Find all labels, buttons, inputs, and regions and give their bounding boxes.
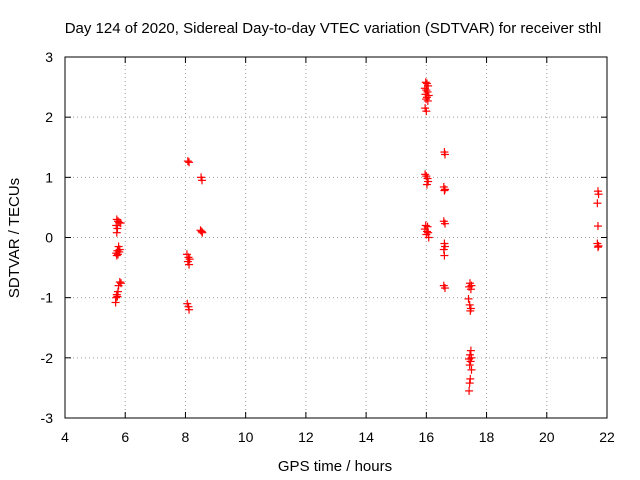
data-point	[593, 222, 602, 231]
x-tick-label: 6	[121, 429, 129, 445]
data-point	[466, 285, 475, 294]
data-point	[185, 158, 194, 167]
data-point	[422, 95, 431, 104]
data-point	[184, 253, 193, 262]
data-point	[183, 157, 192, 166]
data-point	[594, 190, 603, 199]
data-point	[421, 221, 430, 230]
data-point	[465, 379, 474, 388]
data-point	[198, 228, 207, 237]
data-point	[421, 170, 430, 179]
data-point	[422, 107, 431, 116]
x-tick-label: 4	[61, 429, 69, 445]
data-point	[423, 96, 432, 105]
y-tick-label: -3	[41, 410, 54, 426]
data-point	[112, 228, 121, 237]
x-tick-label: 16	[419, 429, 435, 445]
data-point	[465, 300, 474, 309]
data-point	[440, 186, 449, 195]
data-point	[116, 219, 125, 228]
data-point	[115, 278, 124, 287]
data-point	[465, 386, 474, 395]
chart-title: Day 124 of 2020, Sidereal Day-to-day VTE…	[65, 20, 602, 37]
data-point	[114, 281, 123, 290]
data-point	[422, 93, 431, 102]
data-point	[465, 361, 474, 370]
y-tick-label: -2	[41, 350, 54, 366]
data-point	[441, 219, 450, 228]
data-point	[111, 298, 120, 307]
data-point	[593, 199, 602, 208]
x-axis-title: GPS time / hours	[278, 458, 392, 475]
data-point	[198, 176, 207, 185]
y-tick-label: 2	[45, 109, 53, 125]
data-point	[467, 365, 476, 374]
data-point	[422, 86, 431, 95]
data-point	[466, 374, 475, 383]
x-tick-label: 12	[298, 429, 314, 445]
data-point	[113, 292, 122, 301]
data-point	[440, 251, 449, 260]
data-point	[466, 306, 475, 315]
data-point	[113, 224, 122, 233]
data-point	[185, 305, 194, 314]
x-tick-label: 20	[539, 429, 555, 445]
data-point	[466, 346, 475, 355]
x-tick-label: 10	[238, 429, 254, 445]
y-tick-label: 0	[45, 230, 53, 246]
x-tick-label: 18	[479, 429, 495, 445]
data-point	[441, 185, 450, 194]
data-point	[185, 260, 194, 269]
data-point	[466, 357, 475, 366]
data-point	[197, 227, 206, 236]
data-point	[424, 228, 433, 237]
data-point	[464, 294, 473, 303]
y-axis-title: SDTVAR / TECUs	[6, 178, 23, 298]
data-point	[422, 180, 431, 189]
y-tick-label: 3	[45, 49, 53, 65]
grid	[65, 57, 607, 418]
y-tick-label: 1	[45, 169, 53, 185]
x-tick-label: 8	[182, 429, 190, 445]
x-tick-label: 22	[599, 429, 615, 445]
data-point	[115, 247, 124, 256]
data-point	[593, 243, 602, 252]
x-tick-label: 14	[358, 429, 374, 445]
data-point	[424, 233, 433, 242]
data-point	[594, 241, 603, 250]
data-point	[439, 245, 448, 254]
data-point	[441, 284, 450, 293]
data-point	[112, 293, 121, 302]
data-point	[441, 150, 450, 159]
data-points	[111, 78, 603, 395]
y-tick-label: -1	[41, 290, 54, 306]
